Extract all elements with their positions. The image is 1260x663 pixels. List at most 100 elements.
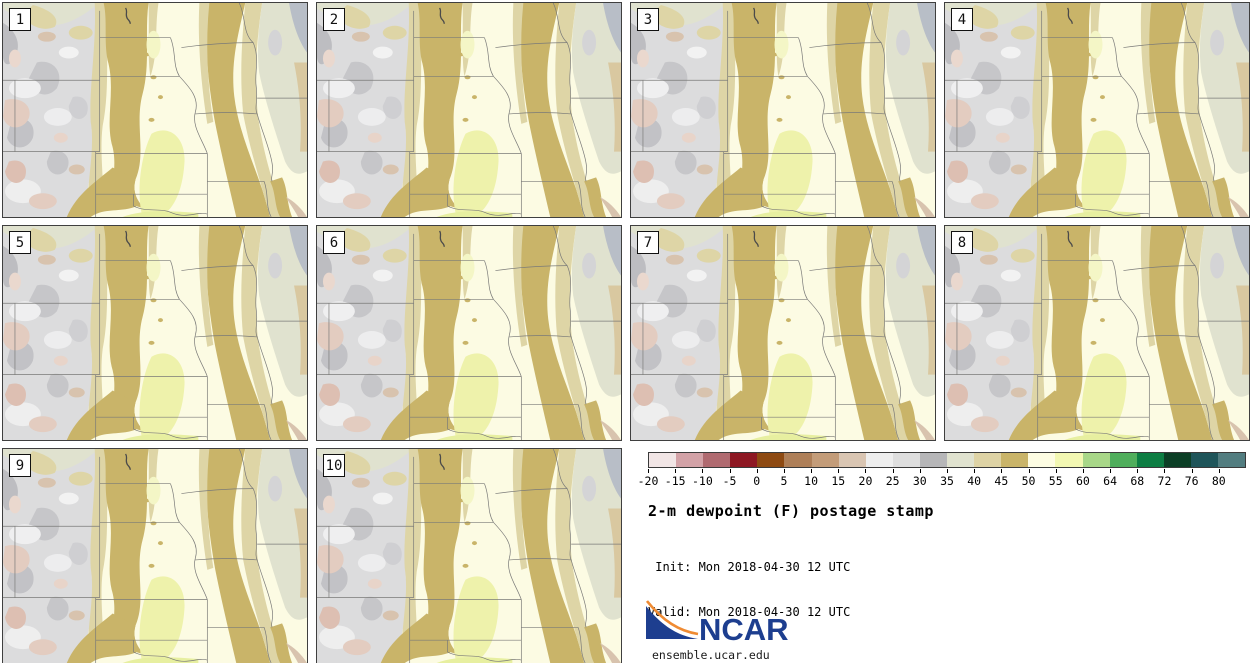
dewpoint-map [631, 3, 935, 217]
colorbar-tick-label: 35 [940, 474, 954, 488]
dewpoint-map [317, 449, 621, 663]
member-number-badge: 1 [9, 8, 31, 31]
colorbar-segment [1001, 453, 1029, 467]
dewpoint-map [945, 3, 1249, 217]
map-panel-7: 7 [630, 225, 936, 441]
ncar-swoosh-orange-arc [646, 600, 699, 636]
colorbar-tick-mark [1055, 469, 1057, 473]
colorbar-tick-label: 30 [912, 474, 927, 488]
member-number-badge: 4 [951, 8, 973, 31]
dewpoint-map [317, 3, 621, 217]
site-url-label: ensemble.ucar.edu [652, 648, 770, 662]
colorbar-tick-mark [675, 469, 677, 473]
colorbar-segment [1136, 453, 1164, 467]
colorbar-tick-mark [1218, 469, 1220, 473]
colorbar-segment [811, 453, 839, 467]
colorbar-segment [974, 453, 1002, 467]
colorbar-tick-label: 72 [1157, 474, 1172, 488]
colorbar-tick-mark [811, 469, 813, 473]
colorbar-tick-label: 5 [780, 474, 788, 488]
dewpoint-map [631, 226, 935, 440]
colorbar-tick-mark [892, 469, 894, 473]
map-panel-8: 8 [944, 225, 1250, 441]
colorbar-tick-mark [783, 469, 785, 473]
colorbar-segment [649, 453, 677, 467]
colorbar-segment [703, 453, 731, 467]
dewpoint-map [3, 3, 307, 217]
colorbar-gradient [648, 452, 1246, 468]
map-panel-1: 1 [2, 2, 308, 218]
colorbar-segment [1055, 453, 1083, 467]
colorbar-segment [676, 453, 704, 467]
colorbar-tick-mark [919, 469, 921, 473]
figure-meta: Init: Mon 2018-04-30 12 UTC Valid: Mon 2… [648, 530, 850, 650]
colorbar-tick-label: -5 [722, 474, 737, 488]
colorbar-tick-label: 64 [1103, 474, 1118, 488]
member-number-badge: 5 [9, 231, 31, 254]
map-panel-6: 6 [316, 225, 622, 441]
ncar-logo-text: NCAR [699, 612, 789, 646]
colorbar-tick-mark [729, 469, 731, 473]
colorbar-tick-label: 60 [1075, 474, 1090, 488]
colorbar-tick-label: 45 [994, 474, 1009, 488]
colorbar-tick-mark [1191, 469, 1193, 473]
colorbar-tick-label: 76 [1184, 474, 1199, 488]
colorbar-segment [838, 453, 866, 467]
colorbar-tick-label: 40 [967, 474, 982, 488]
colorbar-segment [947, 453, 975, 467]
colorbar-segment [865, 453, 893, 467]
member-number-badge: 3 [637, 8, 659, 31]
colorbar-tick-mark [838, 469, 840, 473]
member-number-badge: 6 [323, 231, 345, 254]
colorbar-tick-label: 68 [1130, 474, 1145, 488]
colorbar-tick-mark [648, 469, 649, 473]
colorbar-tick-label: 0 [753, 474, 761, 488]
colorbar-segment [1028, 453, 1056, 467]
colorbar-segment [1109, 453, 1137, 467]
colorbar-tick-mark [702, 469, 704, 473]
init-time-label: Init: Mon 2018-04-30 12 UTC [648, 560, 851, 574]
map-panel-5: 5 [2, 225, 308, 441]
colorbar-tick-label: -15 [664, 474, 686, 488]
ncar-swoosh-shape [646, 606, 698, 639]
colorbar-tick-label: 10 [804, 474, 819, 488]
colorbar-tick-label: 15 [831, 474, 846, 488]
colorbar-tick-label: 50 [1021, 474, 1036, 488]
colorbar-segment [757, 453, 785, 467]
colorbar-tick-label: -20 [637, 474, 659, 488]
member-number-badge: 2 [323, 8, 345, 31]
colorbar-tick-label: -10 [691, 474, 713, 488]
colorbar-segment [919, 453, 948, 467]
member-number-badge: 9 [9, 454, 31, 477]
colorbar-tick-mark [974, 469, 976, 473]
map-panel-2: 2 [316, 2, 622, 218]
colorbar-tick-mark [1001, 469, 1003, 473]
colorbar: -20 -15 -10 -5 0 5 10 15 20 25 30 35 40 45 50 55 60 64 68 7… [638, 452, 1246, 492]
colorbar-tick-label: 25 [885, 474, 900, 488]
dewpoint-map [945, 226, 1249, 440]
colorbar-segment [1082, 453, 1110, 467]
colorbar-tick-label: 20 [858, 474, 873, 488]
member-number-badge: 7 [637, 231, 659, 254]
colorbar-tick-mark [865, 469, 867, 473]
map-panel-10: 10 [316, 448, 622, 663]
map-panel-3: 3 [630, 2, 936, 218]
colorbar-segment [1190, 453, 1218, 467]
colorbar-tick-mark [1110, 469, 1112, 473]
colorbar-tick-mark [1164, 469, 1166, 473]
figure-title: 2-m dewpoint (F) postage stamp [648, 502, 934, 520]
colorbar-tick-mark [1028, 469, 1030, 473]
colorbar-tick-mark [1082, 469, 1084, 473]
colorbar-segment [1163, 453, 1191, 467]
valid-time-label: Valid: Mon 2018-04-30 12 UTC [648, 605, 851, 619]
map-panel-9: 9 [2, 448, 308, 663]
dewpoint-map [3, 226, 307, 440]
colorbar-tick-mark [947, 469, 948, 473]
colorbar-tick-mark [1137, 469, 1139, 473]
ncar-logo-icon: NCAR [646, 600, 789, 646]
colorbar-tick-label: 80 [1211, 474, 1226, 488]
colorbar-segment [784, 453, 812, 467]
colorbar-segment [1217, 453, 1246, 467]
colorbar-segment [892, 453, 920, 467]
